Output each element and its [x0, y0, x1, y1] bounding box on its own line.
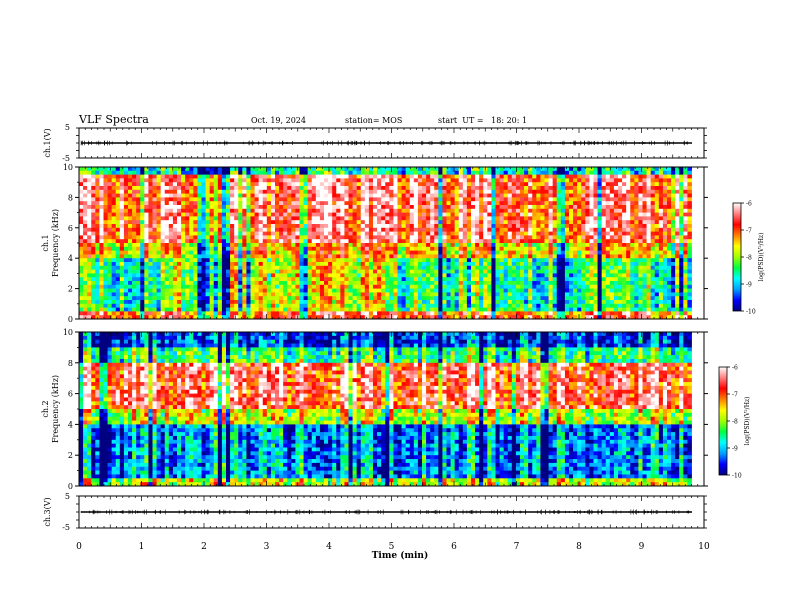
ch1-colorbar: -6 -7 -8 -9 -10 log(PSD)(V²/Hz) — [732, 201, 765, 316]
time-axis-tick-label: 3 — [264, 542, 270, 552]
start-time-label: start UT = 18: 20: 1 — [438, 116, 527, 125]
ch2-colorbar-ticks: -6 -7 -8 -9 -10 — [727, 365, 742, 480]
spectrogram-ytick-label: 8 — [68, 193, 73, 202]
spectrogram-ytick-label: 2 — [68, 451, 73, 460]
spectrogram-ytick-label: 4 — [68, 420, 73, 429]
ch2-colorbar-bar — [718, 366, 728, 476]
ch1-colorbar-bar — [732, 202, 742, 312]
time-axis-tick-label: 7 — [514, 542, 520, 552]
spectrogram-ytick-label: 0 — [68, 315, 73, 324]
ch2-spectrogram-image — [79, 332, 692, 487]
colorbar-tick-label: -9 — [746, 282, 752, 289]
ch1-ytick-top: 5 — [65, 123, 70, 132]
ch1-ytick-bottom: -5 — [62, 154, 70, 163]
ch2-spectrogram-yticks: 0 2 4 6 8 10 — [63, 328, 708, 491]
colorbar-tick-label: -10 — [746, 309, 756, 316]
spectrogram-ytick-label: 10 — [63, 328, 73, 337]
ch1-spectrogram-image — [79, 167, 692, 320]
colorbar-tick-label: -6 — [746, 201, 752, 208]
ch1-spectrogram-ylabel-line1: ch.1 — [41, 234, 50, 251]
figure-title: VLF Spectra — [78, 113, 149, 126]
ch2-colorbar-label: log(PSD)(V²/Hz) — [744, 397, 751, 446]
time-axis: 0 1 2 3 4 5 6 7 8 9 10 — [76, 128, 710, 552]
time-axis-tick-label: 2 — [201, 542, 207, 552]
spectrogram-ytick-label: 6 — [68, 390, 73, 399]
ch3-ytick-top: 5 — [65, 492, 70, 501]
spectrogram-ytick-label: 2 — [68, 285, 73, 294]
ch1-spectrogram-yticks: 0 2 4 6 8 10 — [63, 163, 708, 324]
colorbar-tick-label: -7 — [732, 392, 738, 399]
spectrogram-ytick-label: 10 — [63, 163, 73, 172]
time-axis-label: Time (min) — [372, 550, 429, 561]
colorbar-tick-label: -10 — [732, 473, 742, 480]
time-axis-tick-label: 6 — [451, 542, 457, 552]
colorbar-tick-label: -7 — [746, 228, 752, 235]
colorbar-tick-label: -8 — [732, 419, 738, 426]
time-axis-tick-label: 8 — [576, 542, 582, 552]
ch1-waveform-panel: 5 -5 ch.1(V) — [43, 123, 707, 163]
time-axis-tick-label: 1 — [139, 542, 145, 552]
ch1-spectrogram-ylabel-line2: Frequency (kHz) — [51, 209, 60, 277]
ch2-spectrogram-ylabel-line2: Frequency (kHz) — [51, 375, 60, 443]
ch3-ytick-bottom: -5 — [62, 523, 70, 532]
ch2-spectrogram-panel: 0 2 4 6 8 10 ch.2 Frequency (kHz) — [41, 328, 708, 491]
station-label: station= MOS — [345, 116, 402, 125]
ch1-colorbar-label: log(PSD)(V²/Hz) — [758, 233, 765, 282]
time-axis-tick-label: 0 — [76, 542, 82, 552]
colorbar-tick-label: -6 — [732, 365, 738, 372]
spectrogram-ytick-label: 6 — [68, 224, 73, 233]
ch3-waveform-trace — [76, 495, 707, 529]
spectrogram-ytick-label: 0 — [68, 482, 73, 491]
ch1-spectrogram-panel: 0 2 4 6 8 10 ch.1 Frequency (kHz) — [41, 163, 708, 324]
ch3-waveform-ylabel: ch.3(V) — [43, 497, 52, 526]
ch3-waveform-panel: 5 -5 ch.3(V) — [43, 492, 707, 532]
ch1-waveform-ylabel: ch.1(V) — [43, 128, 52, 157]
ch1-waveform-trace — [76, 127, 707, 159]
time-axis-tick-label: 10 — [698, 542, 710, 552]
colorbar-tick-label: -9 — [732, 446, 738, 453]
ch1-colorbar-ticks: -6 -7 -8 -9 -10 — [741, 201, 756, 316]
ch2-spectrogram-ylabel-line1: ch.2 — [41, 400, 50, 417]
spectrogram-ytick-label: 4 — [68, 254, 73, 263]
time-axis-tick-label: 5 — [389, 542, 395, 552]
time-axis-tick-label: 4 — [326, 542, 332, 552]
figure-header: VLF Spectra Oct. 19, 2024 station= MOS s… — [78, 113, 527, 126]
spectrogram-ytick-label: 8 — [68, 359, 73, 368]
date-label: Oct. 19, 2024 — [251, 116, 306, 125]
colorbar-tick-label: -8 — [746, 255, 752, 262]
time-axis-tick-label: 9 — [639, 542, 645, 552]
ch2-colorbar: -6 -7 -8 -9 -10 log(PSD)(V²/Hz) — [718, 365, 751, 480]
